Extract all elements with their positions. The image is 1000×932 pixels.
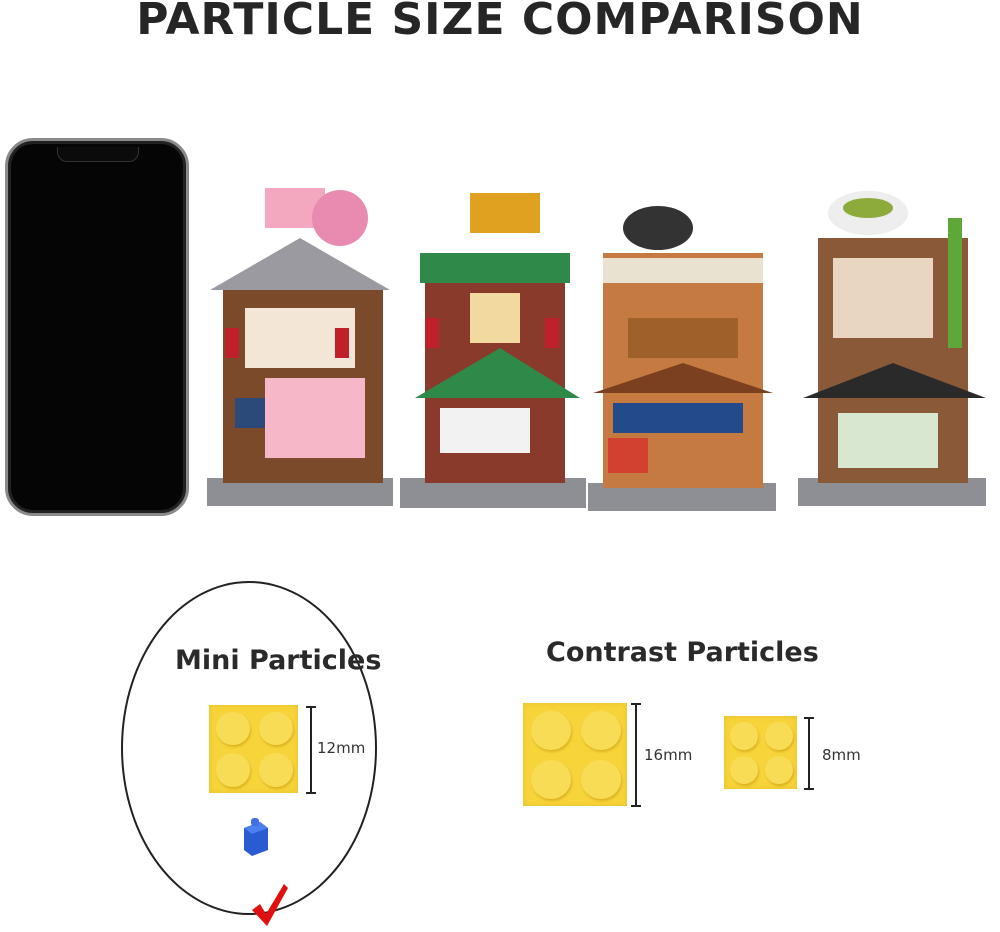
dimension-bar-8mm [804,717,814,790]
page-title: PARTICLE SIZE COMPARISON [136,0,864,45]
phone-notch [57,147,139,162]
building-sakura-shop [207,188,393,506]
size-label-12mm: 12mm [317,739,366,757]
contrast-particles-heading: Contrast Particles [546,637,819,668]
contrast-small-brick [724,716,797,789]
building-tea-shop [798,191,986,506]
contrast-large-brick [523,703,627,806]
building-bathhouse [400,193,586,508]
dimension-bar-12mm [306,706,316,794]
mini-particles-highlight-circle [121,581,377,915]
blue-mini-brick [244,818,268,856]
size-label-8mm: 8mm [822,746,861,764]
mini-particle-brick [209,705,298,793]
size-label-16mm: 16mm [644,746,693,764]
mini-particles-heading: Mini Particles [175,645,382,676]
checkmark-icon [252,884,288,926]
building-ramen-shop [588,206,776,511]
dimension-bar-16mm [631,703,641,807]
smartphone-image [5,138,189,516]
